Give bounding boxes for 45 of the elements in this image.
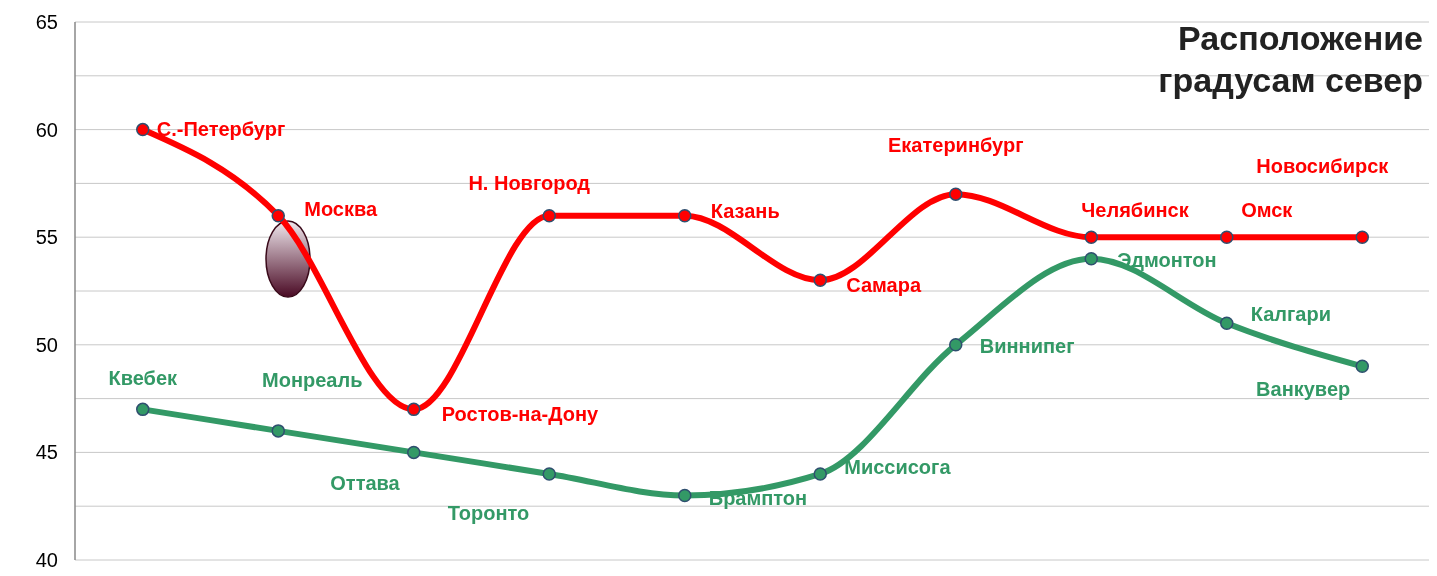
data-label: Монреаль xyxy=(262,368,363,391)
data-label: Ванкувер xyxy=(1256,378,1351,401)
point xyxy=(1084,251,1098,266)
text: Расположение градусам север xyxy=(1158,19,1423,99)
point xyxy=(542,208,556,223)
point xyxy=(271,208,285,223)
data-label: Калгари xyxy=(1250,303,1331,326)
point xyxy=(1084,230,1098,244)
data-label: Миссисога xyxy=(844,455,952,478)
data-label: Челябинск xyxy=(1081,199,1190,222)
y-tick-label: 40 xyxy=(35,549,58,571)
data-label: Самара xyxy=(846,274,922,297)
data-label: Екатеринбург xyxy=(888,134,1024,157)
point xyxy=(1355,230,1369,244)
point xyxy=(678,208,692,223)
point xyxy=(1220,316,1234,331)
data-label: Виннипег xyxy=(979,334,1075,357)
data-label: Новосибирск xyxy=(1256,155,1390,178)
point xyxy=(542,467,556,481)
data-label: Казань xyxy=(710,199,780,222)
point xyxy=(813,273,827,287)
data-label: Квебек xyxy=(108,367,179,390)
point xyxy=(1355,359,1369,374)
point xyxy=(949,338,963,352)
y-tick-label: 50 xyxy=(35,333,58,356)
point xyxy=(407,445,421,460)
data-label: Н. Новгород xyxy=(468,171,591,194)
point xyxy=(271,424,285,438)
data-label: Ростов-на-Дону xyxy=(441,403,600,426)
point xyxy=(949,187,963,201)
y-tick-label: 55 xyxy=(35,226,58,249)
y-tick-label: 65 xyxy=(35,11,58,33)
data-label: С.-Петербург xyxy=(156,117,286,140)
data-label: Омск xyxy=(1241,199,1294,222)
point xyxy=(678,488,692,503)
data-label: Торонто xyxy=(447,501,530,524)
point xyxy=(136,122,150,137)
point xyxy=(407,402,421,417)
data-label: Оттава xyxy=(330,472,401,495)
point xyxy=(1220,230,1234,244)
data-label: Москва xyxy=(304,197,379,220)
y-tick-label: 60 xyxy=(35,118,58,141)
point xyxy=(136,402,150,417)
point xyxy=(813,467,827,481)
y-tick-label: 45 xyxy=(35,441,58,464)
